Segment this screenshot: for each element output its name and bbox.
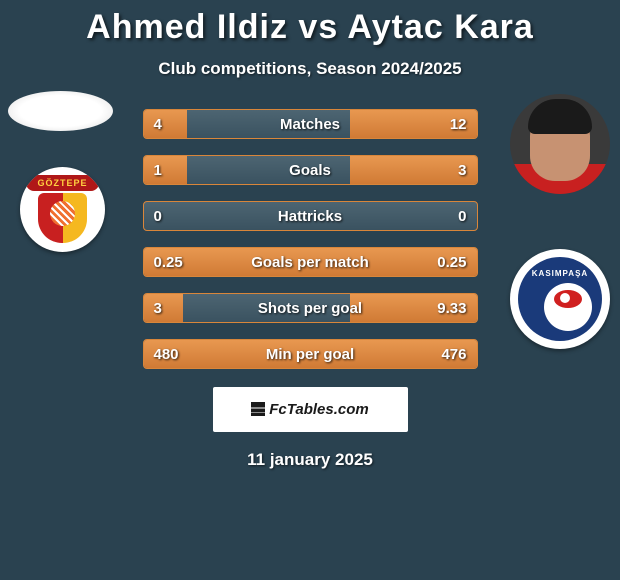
- stat-bar: 00Hattricks: [143, 201, 478, 231]
- stat-bar: 39.33Shots per goal: [143, 293, 478, 323]
- brand-text: FcTables.com: [269, 401, 368, 418]
- stat-label: Matches: [144, 110, 477, 139]
- club-badge-left: GÖZTEPE: [20, 167, 105, 252]
- comparison-content: GÖZTEPE KASIMPAŞA 412Matches 13Goals 00Hat…: [0, 109, 620, 470]
- stat-bar: 480476Min per goal: [143, 339, 478, 369]
- brand-logo-icon: [251, 402, 265, 416]
- date-line: 11 january 2025: [0, 450, 620, 470]
- stat-bar: 412Matches: [143, 109, 478, 139]
- stat-label: Shots per goal: [144, 294, 477, 323]
- page-title: Ahmed Ildiz vs Aytac Kara: [0, 0, 620, 47]
- club-banner-right: KASIMPAŞA: [518, 269, 602, 278]
- stat-label: Goals: [144, 156, 477, 185]
- club-badge-right: KASIMPAŞA: [510, 249, 610, 349]
- stats-bars: 412Matches 13Goals 00Hattricks 0.250.25Goal…: [143, 109, 478, 369]
- stat-label: Min per goal: [144, 340, 477, 369]
- brand-watermark: FcTables.com: [213, 387, 408, 432]
- stat-label: Hattricks: [144, 202, 477, 231]
- stat-label: Goals per match: [144, 248, 477, 277]
- club-banner-left: GÖZTEPE: [26, 175, 99, 191]
- player-left-photo: [8, 91, 113, 131]
- stat-bar: 0.250.25Goals per match: [143, 247, 478, 277]
- subtitle: Club competitions, Season 2024/2025: [0, 59, 620, 79]
- stat-bar: 13Goals: [143, 155, 478, 185]
- player-right-photo: [510, 94, 610, 194]
